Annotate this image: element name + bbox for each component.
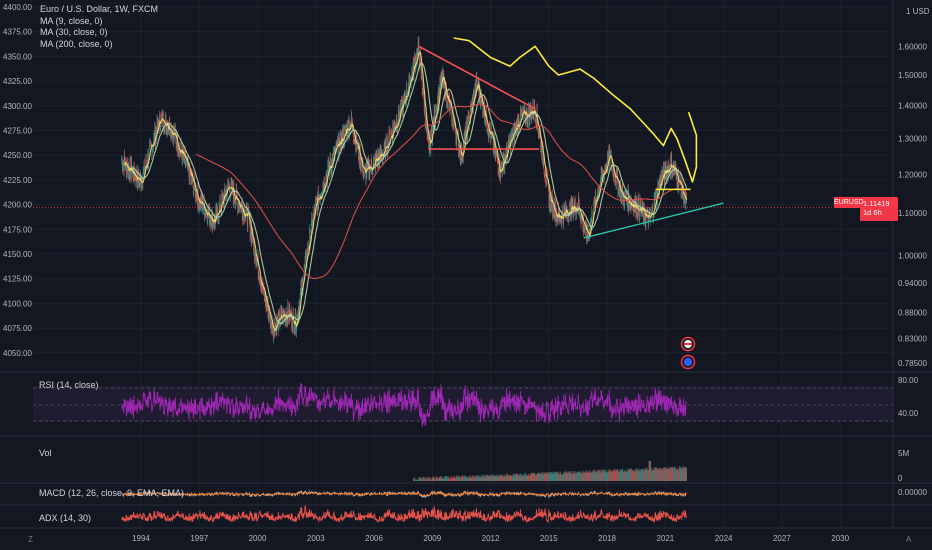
left-tick-label: 4125.00: [3, 275, 32, 284]
left-tick-label: 4175.00: [3, 225, 32, 234]
right-tick-label: 1.60000: [898, 42, 927, 51]
left-tick-label: 4400.00: [3, 3, 32, 12]
time-tick-label: 2021: [656, 534, 674, 543]
left-tick-label: 4050.00: [3, 349, 32, 358]
eu-event-icon[interactable]: [680, 354, 696, 370]
event-markers[interactable]: [680, 336, 696, 370]
left-axis: 4400.00 4375.00 4350.00 4325.00 4300.00 4275.…: [3, 3, 32, 358]
time-tick-label: 2027: [773, 534, 791, 543]
time-tick-label: 2009: [423, 534, 441, 543]
rsi-pane-label[interactable]: RSI (14, close): [39, 380, 99, 390]
macd-signal-line: [121, 490, 687, 497]
time-tick-label: 1994: [132, 534, 150, 543]
pane-tick-label: 40.00: [898, 409, 919, 418]
pane-tick-label: 0.00000: [898, 488, 927, 497]
time-tick-label: 2015: [540, 534, 558, 543]
time-tick-label: 2030: [831, 534, 849, 543]
time-tick-label: 2024: [715, 534, 733, 543]
auto-scale-button[interactable]: A: [906, 535, 912, 544]
right-tick-label: 0.94000: [898, 279, 927, 288]
adx-line: [121, 504, 688, 524]
bar-countdown: 1d 6h: [863, 208, 882, 217]
grid-lines: [0, 0, 932, 529]
last-price: 1.11419: [863, 199, 890, 208]
left-tick-label: 4100.00: [3, 299, 32, 308]
pane-tick-label: 0: [898, 474, 903, 483]
time-axis: 1994 1997 2000 2003 2006 2009 2012 2015 2018 2021…: [132, 534, 849, 543]
rsi-line: [121, 383, 688, 427]
left-tick-label: 4375.00: [3, 28, 32, 37]
pane-tick-label: 5M: [898, 449, 909, 458]
symbol-tag: EURUSD: [834, 197, 864, 208]
left-tick-label: 4350.00: [3, 52, 32, 61]
volume-pane-label[interactable]: Vol: [39, 448, 52, 458]
right-tick-label: 1.00000: [898, 251, 927, 260]
right-tick-label: 0.83000: [898, 334, 927, 343]
chart-legend: Euro / U.S. Dollar, 1W, FXCM MA (9, clos…: [40, 4, 158, 50]
zoom-button[interactable]: Z: [28, 535, 33, 544]
ma30-line: [132, 62, 688, 325]
adx-pane-label[interactable]: ADX (14, 30): [39, 513, 92, 523]
axis-unit: 1 USD: [906, 7, 930, 16]
ma9-legend[interactable]: MA (9, close, 0): [40, 15, 103, 26]
time-tick-label: 2003: [307, 534, 325, 543]
left-tick-label: 4275.00: [3, 127, 32, 136]
right-axis: 1.60000 1.50000 1.40000 1.30000 1.20000 1.100…: [898, 7, 930, 368]
time-tick-label: 2018: [598, 534, 616, 543]
right-tick-label: 1.30000: [898, 135, 927, 144]
symbol-title[interactable]: Euro / U.S. Dollar, 1W, FXCM: [40, 4, 159, 14]
left-tick-label: 4200.00: [3, 201, 32, 210]
right-tick-label: 0.88000: [898, 308, 927, 317]
right-tick-label: 1.20000: [898, 170, 927, 179]
ma9-line: [124, 51, 688, 333]
price-series-group: [121, 36, 687, 344]
indicator-panes: 80.00 40.00 5M 0 0.00000: [33, 376, 927, 524]
ma200-legend[interactable]: MA (200, close, 0): [40, 38, 113, 49]
teal-trendline: [583, 202, 724, 239]
left-tick-label: 4325.00: [3, 77, 32, 86]
yellow-freehand-projection: [453, 37, 698, 183]
event-marker-flag: [684, 358, 692, 366]
time-tick-label: 2000: [249, 534, 267, 543]
left-tick-label: 4300.00: [3, 102, 32, 111]
flag-stripe: [684, 343, 692, 345]
us-event-icon[interactable]: [680, 336, 696, 352]
time-tick-label: 2006: [365, 534, 383, 543]
ma200-line: [195, 103, 687, 280]
pane-tick-label: 80.00: [898, 376, 919, 385]
macd-pane-label[interactable]: MACD (12, 26, close, 9, EMA, EMA): [39, 488, 185, 498]
right-tick-label: 1.50000: [898, 71, 927, 80]
trend-drawings[interactable]: [418, 37, 724, 239]
right-tick-label: 1.40000: [898, 102, 927, 111]
last-price-tag: EURUSD 1.11419 1d 6h: [834, 197, 898, 221]
right-tick-label: 0.78500: [898, 359, 927, 368]
time-tick-label: 2012: [482, 534, 500, 543]
red-trendline-top: [418, 45, 536, 110]
left-tick-label: 4075.00: [3, 324, 32, 333]
time-tick-label: 1997: [190, 534, 208, 543]
moving-averages: [124, 51, 688, 333]
ma30-legend[interactable]: MA (30, close, 0): [40, 27, 108, 37]
left-tick-label: 4150.00: [3, 250, 32, 259]
left-tick-label: 4250.00: [3, 151, 32, 160]
right-tick-label: 1.10000: [898, 209, 927, 218]
left-tick-label: 4225.00: [3, 176, 32, 185]
